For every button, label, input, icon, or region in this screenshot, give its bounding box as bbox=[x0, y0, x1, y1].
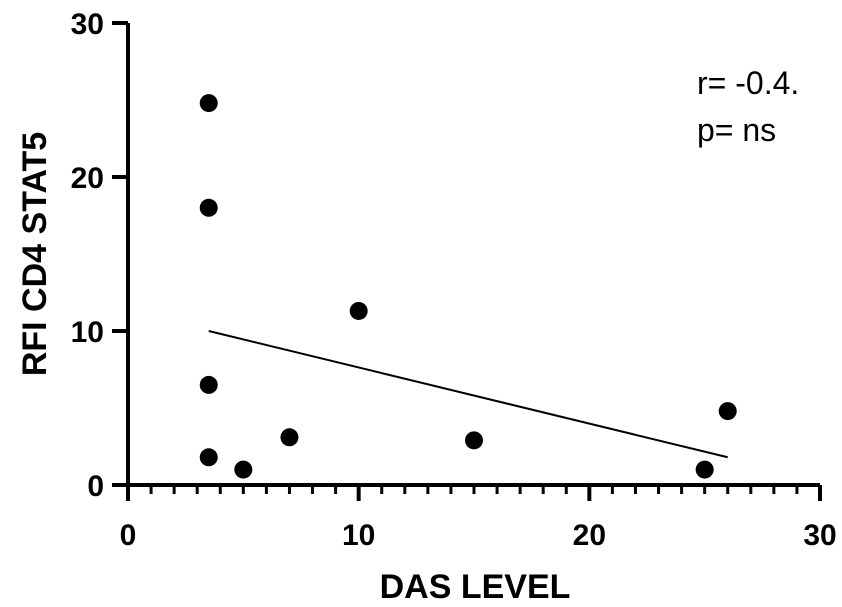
scatter-point bbox=[199, 94, 218, 113]
scatter-point bbox=[234, 460, 253, 479]
correlation-annotation: r= -0.4. bbox=[697, 65, 799, 101]
y-tick-label: 20 bbox=[71, 162, 104, 195]
scatter-point bbox=[199, 448, 218, 467]
scatter-point bbox=[199, 375, 218, 394]
y-tick-label: 0 bbox=[87, 470, 104, 503]
y-tick-label: 30 bbox=[71, 8, 104, 41]
y-tick-label: 10 bbox=[71, 316, 104, 349]
x-tick-label: 10 bbox=[342, 519, 375, 552]
scatter-point bbox=[695, 460, 714, 479]
y-axis-title: RFI CD4 STAT5 bbox=[16, 132, 54, 376]
data-points bbox=[199, 94, 737, 479]
axis-ticks: 0 10 20 30 0 10 20 30 bbox=[71, 8, 837, 552]
scatter-point bbox=[718, 402, 737, 421]
scatter-point bbox=[349, 301, 368, 320]
x-tick-label: 30 bbox=[803, 519, 836, 552]
p-value-annotation: p= ns bbox=[697, 112, 776, 148]
x-tick-label: 0 bbox=[120, 519, 137, 552]
x-tick-label: 20 bbox=[573, 519, 606, 552]
regression-line bbox=[208, 330, 728, 459]
scatter-point bbox=[465, 431, 483, 450]
regression-line-group bbox=[208, 330, 728, 459]
x-axis-title: DAS LEVEL bbox=[380, 568, 571, 606]
scatter-point bbox=[280, 428, 299, 447]
scatter-point bbox=[199, 198, 218, 217]
